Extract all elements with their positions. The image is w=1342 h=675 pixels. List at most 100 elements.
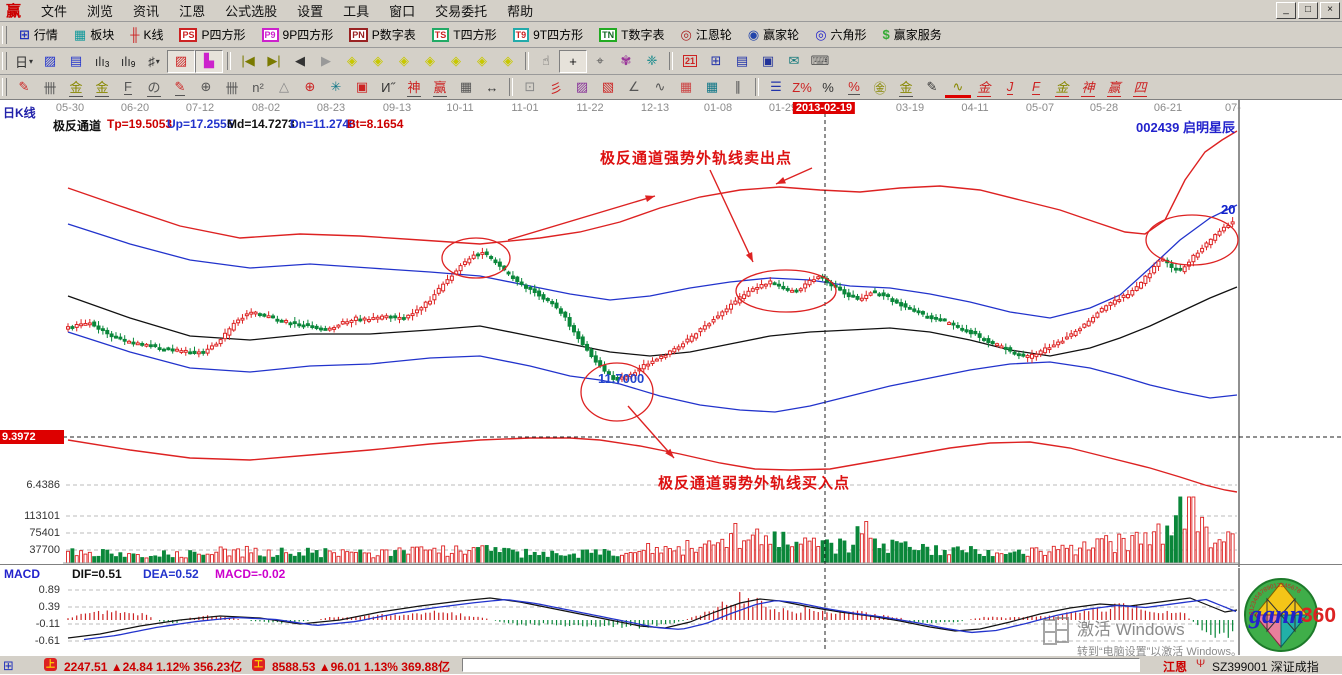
tool-star-circle[interactable]: ✳ xyxy=(323,77,349,98)
tool-circle-ruler[interactable]: ⊕ xyxy=(193,77,219,98)
tool-gold-ruler-2[interactable]: 金 xyxy=(89,77,115,98)
tool-percent[interactable]: % xyxy=(815,77,841,98)
tool-si-angle[interactable]: 四 xyxy=(1127,77,1153,98)
tool-mirror-tool[interactable]: △ xyxy=(271,77,297,98)
tool-square-target[interactable]: ▣ xyxy=(349,77,375,98)
tool-zigzag-tool[interactable]: ∿ xyxy=(647,77,673,98)
tool-n-wave[interactable]: И˝ xyxy=(375,77,401,98)
menu-浏览[interactable]: 浏览 xyxy=(87,4,114,19)
toolbar-9p-square[interactable]: P9 9P四方形 xyxy=(254,23,342,47)
menu-交易委托[interactable]: 交易委托 xyxy=(435,4,488,19)
toolbar-t-number-table[interactable]: TN T数字表 xyxy=(591,23,672,47)
tool-ying-ruler[interactable]: 赢 xyxy=(427,77,453,98)
tool-spiral-ruler[interactable]: の xyxy=(141,77,167,98)
tool-pan-hand[interactable]: ☝ xyxy=(533,51,559,72)
tool-gann-fan[interactable]: 彡 xyxy=(543,77,569,98)
tool-compress-horizontal[interactable]: ◈ xyxy=(417,51,443,72)
tool-circle-cross[interactable]: ⊕ xyxy=(297,77,323,98)
tool-span-arrows[interactable]: ↔ xyxy=(479,77,505,98)
tool-f-angle[interactable]: F xyxy=(1023,77,1049,98)
tool-zoom-tool[interactable]: ⌖ xyxy=(587,51,613,72)
toolbar-winner-service[interactable]: $ 赢家服务 xyxy=(875,23,950,47)
toolbar-kline[interactable]: ╫ K线 xyxy=(122,23,171,47)
tool-circle-gold[interactable]: ㊎ xyxy=(867,77,893,98)
tool-pen-level[interactable]: ✎ xyxy=(919,77,945,98)
tool-shen-angle[interactable]: 神 xyxy=(1075,77,1101,98)
chart-canvas[interactable] xyxy=(0,100,1342,655)
menu-窗口[interactable]: 窗口 xyxy=(389,4,416,19)
tool-gold-angle-2[interactable]: 金 xyxy=(1049,77,1075,98)
menu-文件[interactable]: 文件 xyxy=(41,4,68,19)
toolbar-p-number-table[interactable]: PN P数字表 xyxy=(341,23,424,47)
tool-expand-all[interactable]: ◈ xyxy=(469,51,495,72)
tool-chart-9-lines[interactable]: ılı 9 xyxy=(115,51,141,72)
current-stock[interactable]: SZ399001 深证成指 xyxy=(1212,658,1319,675)
tool-calendar[interactable]: 21 xyxy=(677,51,703,72)
tool-ying-angle[interactable]: 赢 xyxy=(1101,77,1127,98)
toolbar-t-square[interactable]: TS T四方形 xyxy=(424,23,505,47)
tool-percent-line[interactable]: % xyxy=(841,77,867,98)
tool-expand-horizontal[interactable]: ◈ xyxy=(391,51,417,72)
tool-square-number-ruler[interactable]: n² xyxy=(245,77,271,98)
tool-gann-tool-purple[interactable]: ✾ xyxy=(613,51,639,72)
tool-pattern-red[interactable]: ▨ xyxy=(167,49,195,73)
quote-grid-icon[interactable]: ⊞ xyxy=(3,658,14,673)
tool-histogram-style[interactable]: ▙ xyxy=(195,49,223,73)
tool-auto-fit[interactable]: ◈ xyxy=(495,51,521,72)
tool-gann-tool-teal[interactable]: ❈ xyxy=(639,51,665,72)
tool-gold-angle[interactable]: 金 xyxy=(971,77,997,98)
tool-info-panel[interactable]: ▤ xyxy=(63,51,89,72)
toolbar-gann-wheel[interactable]: ◎ 江恩轮 xyxy=(672,23,739,47)
tool-ruler-123[interactable]: ▦ xyxy=(453,77,479,98)
tool-remote-pc[interactable]: ⌨ xyxy=(807,51,833,72)
tool-calculator[interactable]: ⊞ xyxy=(703,51,729,72)
index-quote[interactable]: 8588.53 ▲96.01 1.13% 369.88亿 xyxy=(272,660,451,674)
tool-angle-lines[interactable]: ∠ xyxy=(621,77,647,98)
tool-zone-select-tool[interactable]: ▨ xyxy=(37,51,63,72)
menu-江恩[interactable]: 江恩 xyxy=(179,4,206,19)
tool-last-page[interactable]: ▶| xyxy=(261,51,287,72)
tool-j-angle[interactable]: J xyxy=(997,77,1023,98)
toolbar-9t-square[interactable]: T9 9T四方形 xyxy=(505,23,592,47)
tool-shen-ruler[interactable]: 神 xyxy=(401,77,427,98)
toolbar-sectors[interactable]: ▦ 板块 xyxy=(66,23,122,47)
tool-grid-blue[interactable]: ▦ xyxy=(699,77,725,98)
tool-tick-ruler[interactable]: 卌 xyxy=(219,77,245,98)
menu-公式选股[interactable]: 公式选股 xyxy=(225,4,278,19)
tool-price-levels[interactable]: ☰ xyxy=(763,77,789,98)
minimize-button[interactable]: _ xyxy=(1276,2,1296,19)
index-quote[interactable]: 2247.51 ▲24.84 1.12% 356.23亿 xyxy=(64,660,243,674)
toolbar-winner-wheel[interactable]: ◉ 赢家轮 xyxy=(740,23,807,47)
gann-link[interactable]: 江恩 xyxy=(1163,660,1188,674)
tool-fib-ruler[interactable]: F xyxy=(115,77,141,98)
tool-drag-box[interactable]: ⊡ xyxy=(517,77,543,98)
tool-page-forward[interactable]: ▶ xyxy=(313,51,339,72)
tool-z-percent[interactable]: Z% xyxy=(789,77,815,98)
tool-grid-red[interactable]: ▦ xyxy=(673,77,699,98)
tool-scroll-left[interactable]: ◈ xyxy=(339,51,365,72)
menu-帮助[interactable]: 帮助 xyxy=(507,4,534,19)
toolbar-hexagon[interactable]: ◎ 六角形 xyxy=(807,23,874,47)
tool-jifan-channel-tool[interactable]: ∿ xyxy=(945,77,971,98)
tool-save[interactable]: ▣ xyxy=(755,51,781,72)
tool-gold-level[interactable]: 金 xyxy=(893,77,919,98)
tool-time-ruler[interactable]: 卌 xyxy=(37,77,63,98)
tool-chart-3-lines[interactable]: ılı 3 xyxy=(89,51,115,72)
tool-first-page[interactable]: |◀ xyxy=(235,51,261,72)
toolbar-quotes[interactable]: ⊞ 行情 xyxy=(11,23,66,47)
tool-notes[interactable]: ▤ xyxy=(729,51,755,72)
tool-gold-ruler-1[interactable]: 金 xyxy=(63,77,89,98)
restore-button[interactable]: □ xyxy=(1298,2,1318,19)
tool-period-selector[interactable]: 日 ▾ xyxy=(11,51,37,72)
tool-page-back[interactable]: ◀ xyxy=(287,51,313,72)
tool-parallel-lines[interactable]: ∥ xyxy=(725,77,751,98)
tool-send-mail[interactable]: ✉ xyxy=(781,51,807,72)
toolbar-p-square[interactable]: PS P四方形 xyxy=(171,23,253,47)
tool-compress-vertical[interactable]: ◈ xyxy=(443,51,469,72)
tool-fan-box-red[interactable]: ▧ xyxy=(595,77,621,98)
tool-candle-style[interactable]: ♯ ▾ xyxy=(141,51,167,72)
menu-设置[interactable]: 设置 xyxy=(297,4,324,19)
close-button[interactable]: × xyxy=(1320,2,1340,19)
tool-fan-box-purple[interactable]: ▨ xyxy=(569,77,595,98)
menu-工具[interactable]: 工具 xyxy=(343,4,370,19)
